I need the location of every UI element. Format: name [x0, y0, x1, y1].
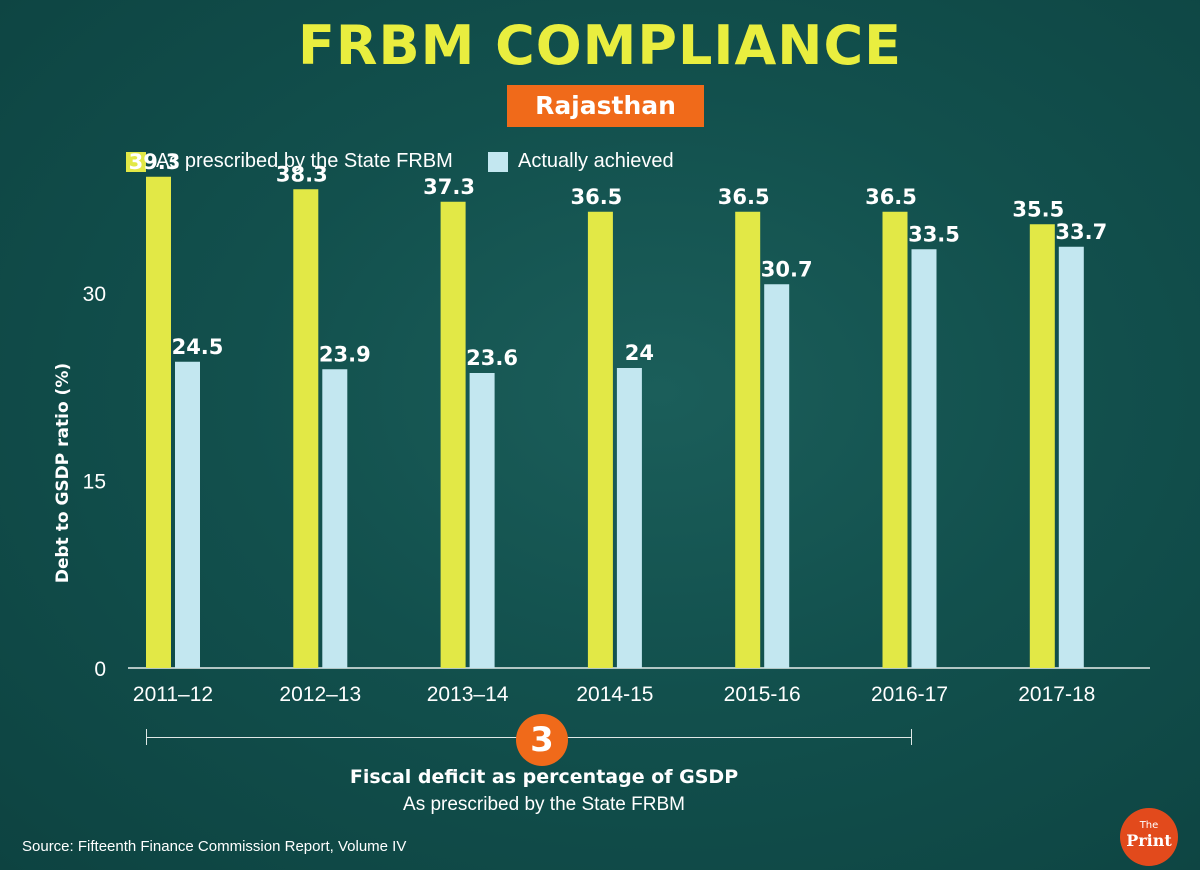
y-tick-label: 30 — [83, 283, 106, 306]
number-badge: 3 — [516, 714, 568, 766]
legend-achieved-label: Actually achieved — [518, 150, 674, 172]
x-tick-label: 2013–14 — [427, 683, 509, 706]
bar-achieved — [911, 249, 937, 668]
y-tick-label: 0 — [94, 658, 106, 681]
data-label: 35.5 — [1012, 197, 1064, 221]
legend-achieved-swatch — [488, 151, 508, 172]
data-label: 30.7 — [761, 257, 813, 281]
x-tick-label: 2012–13 — [279, 683, 361, 706]
data-label: 23.6 — [466, 346, 518, 370]
logo-big-text: Print — [1126, 831, 1172, 850]
data-label: 33.7 — [1055, 220, 1107, 244]
legend-achieved: Actually achieved — [488, 150, 674, 173]
bar-prescribed — [1029, 224, 1055, 668]
bar-prescribed — [882, 211, 908, 668]
data-label: 33.5 — [908, 222, 960, 246]
note-title: Fiscal deficit as percentage of GSDP — [349, 766, 739, 788]
bracket-left-end — [146, 729, 147, 745]
bar-prescribed — [440, 201, 466, 668]
x-tick-label: 2017-18 — [1018, 683, 1095, 706]
bar-achieved — [764, 284, 790, 668]
theprint-logo: The Print — [1120, 808, 1178, 866]
legend-prescribed: As prescribed by the State FRBM — [126, 150, 453, 173]
note-subtitle: As prescribed by the State FRBM — [403, 794, 685, 815]
chart-title: FRBM COMPLIANCE — [297, 14, 903, 77]
bracket-right-end — [911, 729, 912, 745]
bar-achieved — [469, 373, 495, 668]
bar-prescribed — [146, 176, 171, 668]
bar-achieved — [175, 361, 200, 668]
y-axis-label: Debt to GSDP ratio (%) — [53, 363, 73, 583]
x-tick-label: 2015-16 — [724, 683, 801, 706]
bar-prescribed — [735, 211, 761, 668]
bar-prescribed — [587, 211, 613, 668]
data-label: 24.5 — [172, 335, 224, 359]
x-tick-label: 2011–12 — [133, 683, 213, 706]
legend-prescribed-label: As prescribed by the State FRBM — [156, 150, 453, 172]
data-label: 36.5 — [865, 185, 917, 209]
y-tick-label: 15 — [83, 471, 106, 494]
data-label: 24 — [625, 341, 654, 365]
x-tick-label: 2016-17 — [871, 683, 948, 706]
logo-small-text: The — [1139, 820, 1159, 831]
state-label: Rajasthan — [507, 85, 704, 127]
bar-achieved — [322, 369, 348, 668]
data-label: 36.5 — [718, 185, 770, 209]
x-tick-label: 2014-15 — [576, 683, 653, 706]
data-label: 36.5 — [570, 185, 622, 209]
data-label: 38.3 — [276, 162, 328, 186]
legend-prescribed-swatch — [126, 151, 146, 172]
source-text: Source: Fifteenth Finance Commission Rep… — [22, 838, 407, 855]
data-label: 23.9 — [319, 342, 371, 366]
data-label: 37.3 — [423, 175, 475, 199]
bar-achieved — [1058, 246, 1084, 668]
bar-achieved — [616, 368, 642, 668]
bar-prescribed — [293, 189, 319, 668]
data-label: 39.3 — [129, 150, 181, 174]
